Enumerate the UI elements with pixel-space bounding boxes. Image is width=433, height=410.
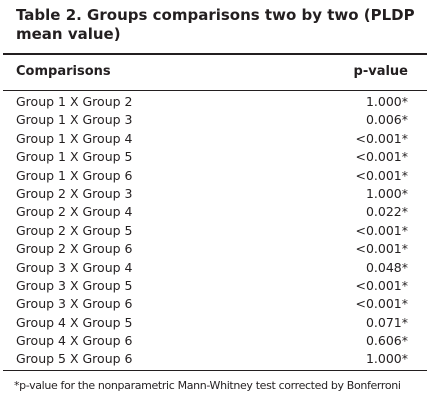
table-row: Group 2 X Group 5 <0.001*: [0, 222, 433, 240]
header-rule: [3, 90, 427, 91]
p-value-cell: 1.000*: [365, 185, 408, 201]
table-row: Group 2 X Group 3 1.000*: [0, 185, 433, 203]
table-row: Group 2 X Group 6 <0.001*: [0, 240, 433, 258]
comparison-cell: Group 3 X Group 5: [16, 277, 133, 293]
comparison-cell: Group 1 X Group 2: [16, 94, 133, 109]
comparison-cell: Group 1 X Group 3: [16, 112, 133, 128]
p-value-cell: <0.001*: [355, 167, 408, 183]
comparison-cell: Group 2 X Group 4: [16, 204, 133, 220]
p-value-cell: 0.022*: [365, 204, 408, 220]
comparison-cell: Group 2 X Group 6: [16, 241, 133, 257]
comparison-cell: Group 4 X Group 6: [16, 333, 133, 349]
p-value-cell: <0.001*: [355, 241, 408, 257]
p-value-cell: <0.001*: [355, 277, 408, 293]
table-row: Group 1 X Group 3 0.006*: [0, 111, 433, 129]
table-row: Group 4 X Group 5 0.071*: [0, 314, 433, 332]
header-comparisons: Comparisons: [16, 64, 111, 79]
p-value-cell: <0.001*: [355, 296, 408, 312]
p-value-cell: 1.000*: [365, 94, 408, 109]
table-row: Group 5 X Group 6 1.000*: [0, 350, 433, 368]
header-p-value: p-value: [353, 64, 408, 79]
bottom-rule: [3, 370, 427, 371]
p-value-cell: 0.606*: [365, 333, 408, 349]
comparison-cell: Group 1 X Group 6: [16, 167, 133, 183]
comparison-cell: Group 3 X Group 4: [16, 259, 133, 275]
table-row: Group 1 X Group 6 <0.001*: [0, 167, 433, 185]
comparison-cell: Group 3 X Group 6: [16, 296, 133, 312]
table-row: Group 4 X Group 6 0.606*: [0, 332, 433, 350]
table-footnote: *p-value for the nonparametric Mann-Whit…: [14, 379, 401, 392]
p-value-cell: 0.071*: [365, 314, 408, 330]
p-value-cell: <0.001*: [355, 149, 408, 165]
comparison-cell: Group 2 X Group 3: [16, 185, 133, 201]
comparison-cell: Group 1 X Group 4: [16, 130, 133, 146]
top-rule: [3, 53, 427, 55]
table-title: Table 2. Groups comparisons two by two (…: [16, 6, 415, 43]
p-value-cell: <0.001*: [355, 130, 408, 146]
table-row: Group 3 X Group 6 <0.001*: [0, 295, 433, 313]
comparison-cell: Group 5 X Group 6: [16, 351, 133, 367]
comparison-cell: Group 2 X Group 5: [16, 222, 133, 238]
table-body: Group 1 X Group 2 1.000* Group 1 X Group…: [0, 93, 433, 369]
comparison-cell: Group 4 X Group 5: [16, 314, 133, 330]
p-value-cell: 1.000*: [365, 351, 408, 367]
table-row: Group 1 X Group 4 <0.001*: [0, 130, 433, 148]
p-value-cell: 0.048*: [365, 259, 408, 275]
table-row: Group 1 X Group 5 <0.001*: [0, 148, 433, 166]
p-value-cell: 0.006*: [365, 112, 408, 128]
table-row: Group 2 X Group 4 0.022*: [0, 203, 433, 221]
p-value-cell: <0.001*: [355, 222, 408, 238]
table-row: Group 3 X Group 4 0.048*: [0, 259, 433, 277]
table-header: Comparisons p-value: [0, 61, 433, 83]
table-row: Group 3 X Group 5 <0.001*: [0, 277, 433, 295]
table-row: Group 1 X Group 2 1.000*: [0, 93, 433, 111]
comparison-cell: Group 1 X Group 5: [16, 149, 133, 165]
